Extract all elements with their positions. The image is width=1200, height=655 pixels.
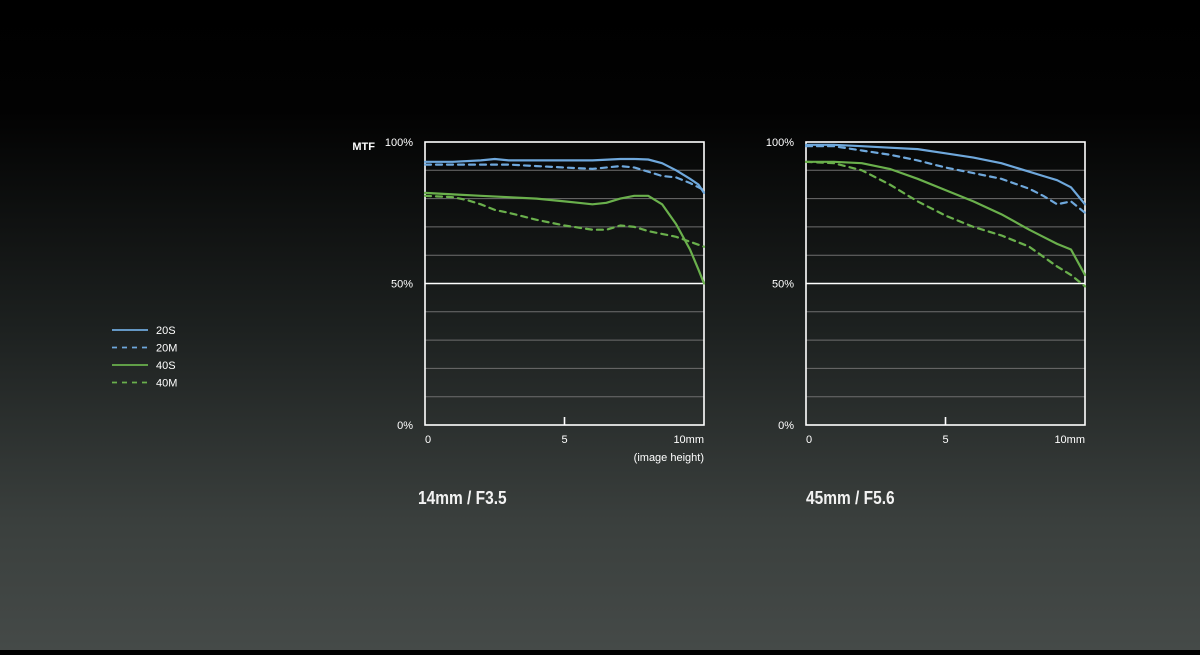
series-line-40s bbox=[804, 160, 1087, 277]
x-tick-label: 5 bbox=[942, 434, 948, 446]
legend-label-20s: 20S bbox=[156, 325, 176, 337]
chart-2-caption: 45mm / F5.6 bbox=[806, 488, 895, 508]
x-tick-label: 10mm bbox=[1054, 434, 1085, 446]
x-tick-label: 5 bbox=[561, 434, 567, 446]
y-tick-label: 100% bbox=[385, 137, 413, 149]
series-line-40m bbox=[423, 194, 706, 248]
x-tick-label: 10mm bbox=[673, 434, 704, 446]
y-axis-label: MTF bbox=[352, 141, 375, 153]
series-line-20s bbox=[423, 157, 706, 194]
legend-label-40m: 40M bbox=[156, 378, 177, 390]
mtf-chart-2: 0 5 10mm 0% 50% 100% bbox=[766, 137, 1087, 446]
y-tick-label: 0% bbox=[778, 420, 794, 432]
series-line-40m bbox=[804, 160, 1087, 288]
legend-label-40s: 40S bbox=[156, 360, 176, 372]
legend-label-20m: 20M bbox=[156, 343, 177, 355]
x-tick-label: 0 bbox=[806, 434, 812, 446]
mtf-chart-1: 0 5 10mm 0% 50% 100% MTF (image height) bbox=[352, 137, 706, 464]
series-line-20m bbox=[804, 145, 1087, 214]
series-line-20m bbox=[423, 163, 706, 192]
x-axis-label: (image height) bbox=[634, 452, 704, 464]
y-tick-label: 50% bbox=[772, 279, 794, 291]
series-line-20s bbox=[804, 143, 1087, 206]
y-tick-label: 0% bbox=[397, 420, 413, 432]
chart-1-caption: 14mm / F3.5 bbox=[418, 488, 507, 508]
series-line-40s bbox=[423, 191, 706, 285]
y-tick-label: 50% bbox=[391, 279, 413, 291]
x-tick-label: 0 bbox=[425, 434, 431, 446]
y-tick-label: 100% bbox=[766, 137, 794, 149]
legend: 20S 20M 40S 40M bbox=[112, 325, 177, 390]
